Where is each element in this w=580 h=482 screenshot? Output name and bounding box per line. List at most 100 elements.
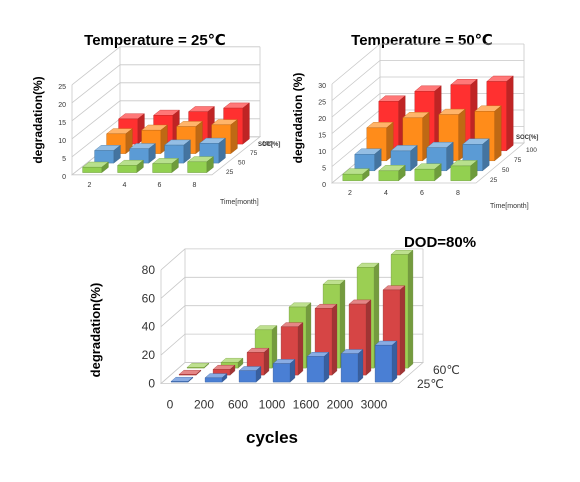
chart-temperature-25: Temperature = 25℃ 0 5 10 15 20 25 2 4 6 8 100 75 50 2… [31, 32, 280, 206]
bar-front [306, 356, 325, 383]
gridline [71, 46, 260, 86]
x-tick-label: 3000 [361, 398, 388, 412]
bar [340, 349, 364, 383]
bar-side [482, 138, 490, 172]
x-tick-label: 6 [420, 190, 424, 197]
bar [374, 340, 398, 383]
y-tick-label: 5 [322, 166, 326, 173]
z-axis-label: SOC[%] [258, 142, 280, 148]
y-tick-label: 10 [318, 149, 326, 156]
bar-front [94, 150, 115, 164]
bar [414, 163, 442, 182]
bar-side [357, 349, 364, 383]
y-tick-label: 40 [142, 320, 156, 334]
y-axis-label: degradation (%) [291, 73, 305, 164]
bar-front [272, 363, 291, 383]
bar-front [378, 170, 399, 182]
chart-title: Temperature = 50℃ [351, 32, 493, 49]
bar [306, 351, 330, 383]
y-tick-label: 15 [318, 133, 326, 140]
bar-front [152, 163, 173, 173]
bar [450, 159, 478, 182]
bar-front [238, 370, 257, 383]
bar-front [342, 173, 363, 182]
y-tick-label: 25 [58, 84, 66, 91]
bar [94, 144, 121, 164]
y-tick-label: 0 [148, 377, 155, 391]
x-tick-label: 1000 [259, 398, 286, 412]
z-tick-label: 50 [238, 160, 246, 167]
bar [186, 362, 210, 369]
z-tick-label: 60℃ [433, 363, 460, 377]
y-tick-label: 10 [58, 138, 66, 145]
bar-side [391, 340, 398, 383]
bar-front [170, 381, 189, 383]
z-tick-label: 75 [514, 157, 522, 164]
x-axis-label: Time[month] [490, 203, 529, 210]
y-tick-label: 20 [58, 102, 66, 109]
bar [178, 369, 202, 376]
bar-front [204, 377, 223, 383]
bar [187, 156, 214, 174]
bar-front [117, 165, 138, 173]
bar-side [263, 347, 270, 376]
bar [426, 141, 454, 172]
y-tick-label: 15 [58, 120, 66, 127]
y-tick-label: 20 [318, 116, 326, 123]
y-tick-label: 60 [142, 291, 156, 305]
y-tick-label: 5 [62, 156, 66, 163]
x-tick-label: 2000 [327, 398, 354, 412]
bar-front [186, 367, 205, 369]
bar-side [289, 358, 296, 383]
bar-side [399, 285, 406, 376]
bar [342, 168, 370, 182]
bar [272, 358, 296, 383]
bar [378, 164, 406, 182]
x-tick-label: 8 [456, 190, 460, 197]
x-tick-label: 1600 [293, 398, 320, 412]
z-tick-label: 100 [526, 147, 537, 154]
bar-side [297, 322, 304, 376]
gridline [160, 248, 423, 271]
y-tick-label: 30 [318, 83, 326, 90]
bar-front [374, 345, 393, 383]
bar [82, 161, 109, 174]
z-tick-label: 25 [226, 169, 234, 176]
chart-dod-80: DOD=80% 0 20 40 60 80 0 200 600 1000 1600 2000 3000… [88, 234, 476, 447]
y-tick-label: 0 [322, 182, 326, 189]
y-axis-label: degradation(%) [31, 76, 45, 163]
bar [204, 373, 228, 383]
x-tick-label: 8 [193, 182, 197, 189]
bar-side [331, 303, 338, 376]
x-tick-label: 600 [228, 398, 248, 412]
x-tick-label: 2 [348, 190, 352, 197]
bar [238, 366, 262, 383]
z-tick-label: 25 [490, 177, 498, 184]
bar [170, 376, 194, 383]
bar [152, 157, 179, 174]
bar-side [230, 119, 238, 155]
bar-front [414, 168, 435, 182]
bar-side [323, 351, 330, 383]
bar [129, 143, 156, 164]
gridline [71, 64, 260, 104]
z-tick-label: 25℃ [417, 377, 444, 391]
y-tick-label: 0 [62, 174, 66, 181]
x-tick-label: 6 [158, 182, 162, 189]
y-tick-label: 25 [318, 100, 326, 107]
chart-title: Temperature = 25℃ [84, 32, 226, 49]
x-tick-label: 2 [88, 182, 92, 189]
z-tick-label: 50 [502, 167, 510, 174]
bar-front [340, 353, 359, 383]
x-tick-label: 4 [123, 182, 127, 189]
x-tick-label: 0 [167, 398, 174, 412]
floor [159, 362, 425, 384]
bar-front [82, 166, 103, 173]
bar-front [354, 154, 375, 172]
bar-side [365, 299, 372, 376]
x-axis-label: cycles [246, 428, 298, 447]
y-tick-label: 80 [142, 263, 156, 277]
y-tick-label: 20 [142, 348, 156, 362]
